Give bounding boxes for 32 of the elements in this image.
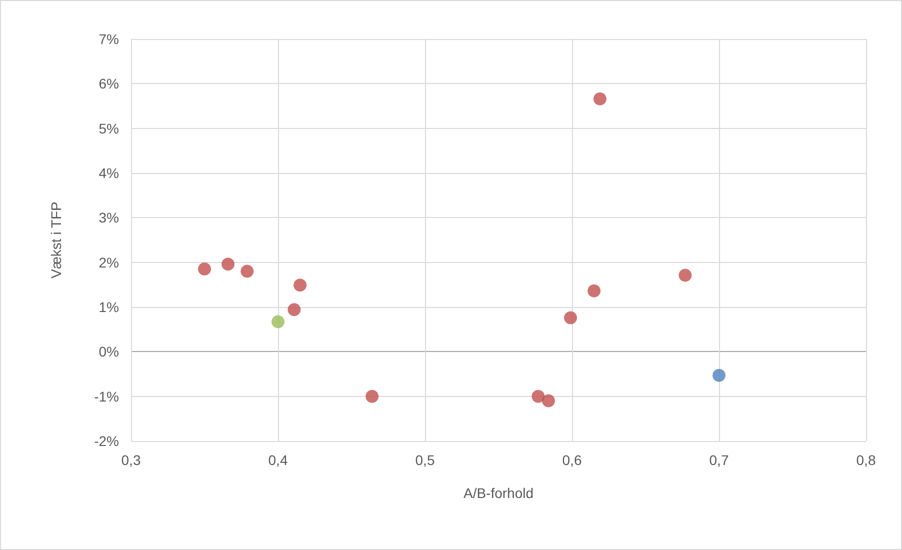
y-tick-label: -2% — [94, 433, 119, 449]
x-tick-label: 0,8 — [856, 452, 876, 468]
y-tick-label: 1% — [98, 299, 119, 315]
x-tick-label: 0,3 — [121, 452, 141, 468]
point — [593, 92, 606, 106]
y-tick-label: 3% — [98, 210, 119, 226]
point — [366, 390, 379, 403]
y-tick-label: 4% — [98, 165, 119, 181]
point — [240, 264, 254, 278]
x-tick-label: 0,6 — [562, 452, 582, 468]
point — [678, 268, 692, 282]
x-tick-label: 0,4 — [268, 452, 288, 468]
x-tick-label: 0,5 — [415, 452, 435, 468]
y-tick-label: 0% — [98, 344, 119, 360]
y-tick-label: 2% — [98, 254, 119, 270]
x-axis-title: A/B-forhold — [463, 485, 534, 501]
y-tick-label: -1% — [94, 388, 119, 404]
point — [288, 303, 301, 316]
point — [712, 368, 726, 382]
point — [588, 284, 601, 298]
point — [222, 258, 235, 271]
y-tick-label: 7% — [98, 31, 119, 47]
point — [532, 390, 545, 403]
point — [198, 262, 211, 276]
y-tick-label: 5% — [98, 120, 119, 136]
x-tick-label: 0,7 — [709, 452, 729, 468]
y-axis-title: Vækst i TFP — [48, 202, 64, 278]
point — [542, 394, 555, 408]
point — [564, 311, 578, 324]
point — [294, 278, 307, 292]
point — [272, 315, 284, 328]
y-tick-label: 6% — [98, 76, 119, 92]
